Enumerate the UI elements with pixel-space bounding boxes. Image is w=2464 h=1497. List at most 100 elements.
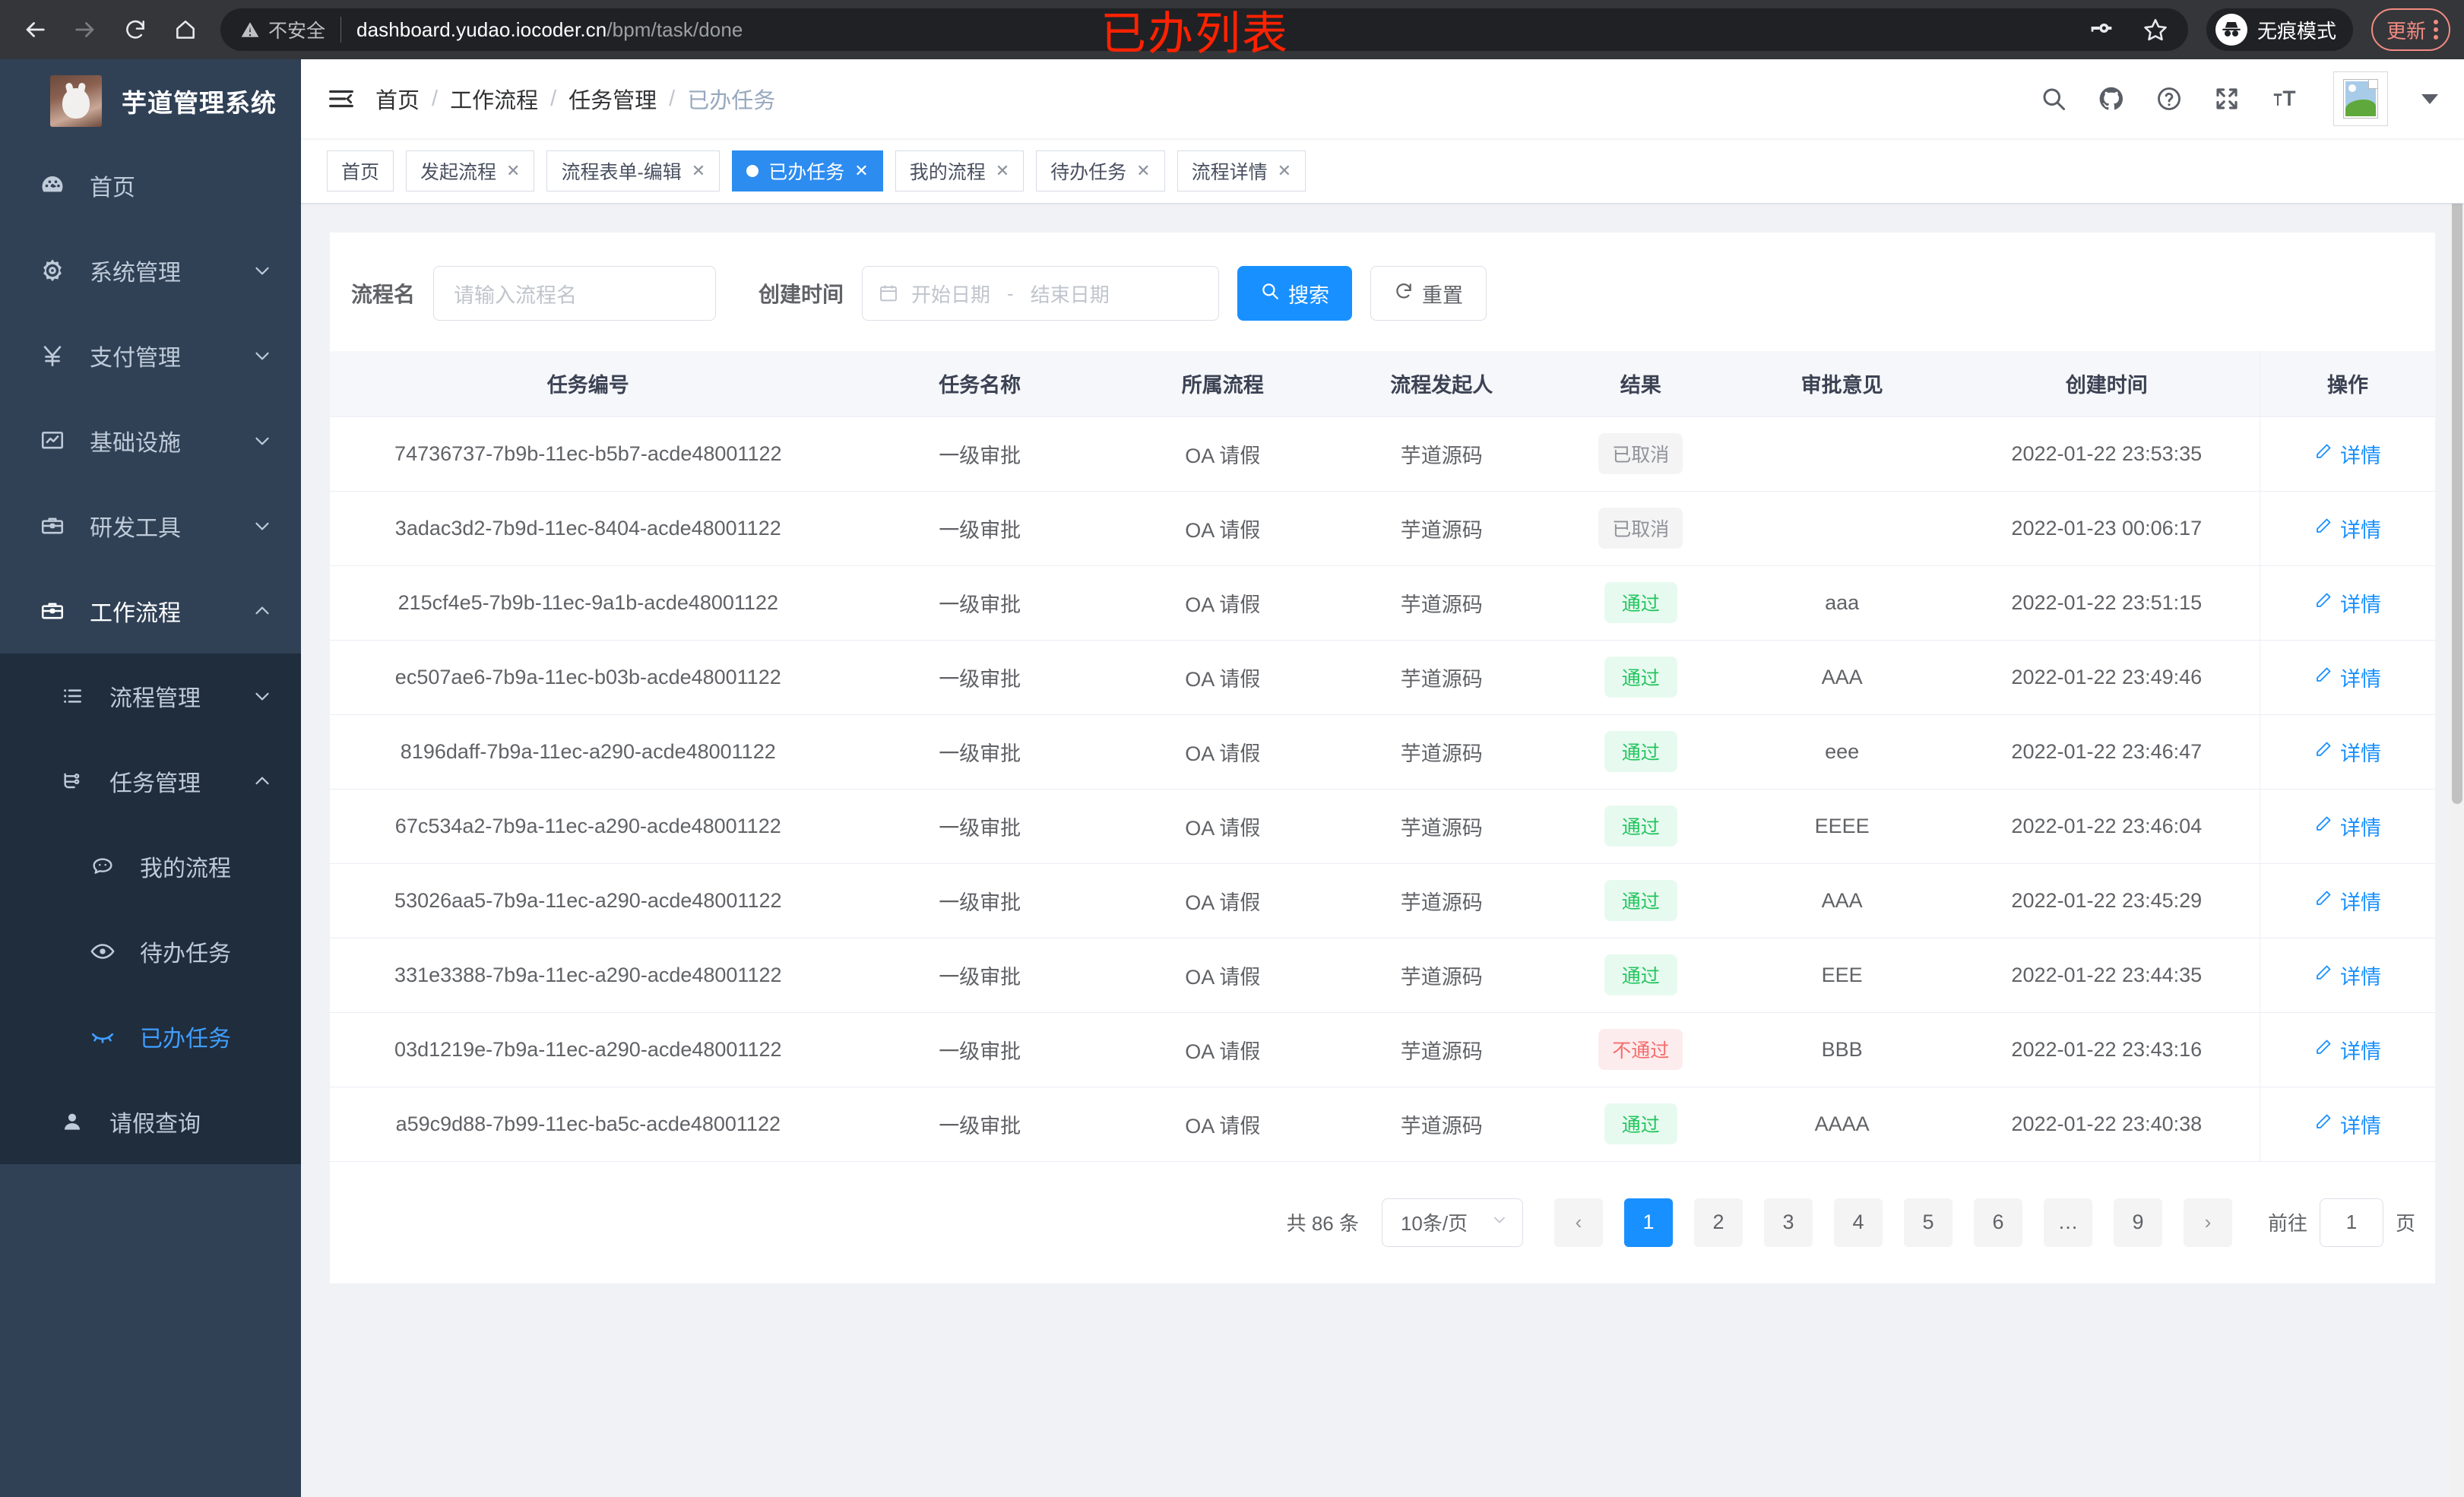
detail-button[interactable]: 详情: [2314, 439, 2381, 469]
table-row[interactable]: 03d1219e-7b9a-11ec-a290-acde48001122 一级审…: [330, 1012, 2435, 1087]
sidebar-item-todo-task[interactable]: 待办任务: [0, 909, 301, 994]
cell-created: 2022-01-23 00:06:17: [1953, 491, 2260, 566]
sidebar-item-infrastructure[interactable]: 基础设施: [0, 398, 301, 483]
tab-process-form-edit[interactable]: 流程表单-编辑 ✕: [546, 150, 721, 191]
sidebar-item-home[interactable]: 首页: [0, 143, 301, 228]
tab-todo-task[interactable]: 待办任务 ✕: [1036, 150, 1165, 191]
table-row[interactable]: 331e3388-7b9a-11ec-a290-acde48001122 一级审…: [330, 938, 2435, 1013]
sidebar-item-my-process[interactable]: 我的流程: [0, 824, 301, 909]
table-body: 74736737-7b9b-11ec-b5b7-acde48001122 一级审…: [330, 416, 2435, 1162]
table-row[interactable]: 215cf4e5-7b9b-11ec-9a1b-acde48001122 一级审…: [330, 565, 2435, 641]
detail-label: 详情: [2340, 667, 2382, 691]
close-icon[interactable]: ✕: [691, 160, 706, 180]
search-icon[interactable]: [2040, 85, 2067, 112]
tab-done-task[interactable]: 已办任务 ✕: [732, 150, 883, 191]
table-row[interactable]: 8196daff-7b9a-11ec-a290-acde48001122 一级审…: [330, 714, 2435, 790]
close-icon[interactable]: ✕: [506, 160, 521, 180]
avatar[interactable]: [2333, 71, 2388, 126]
breadcrumb-item-0[interactable]: 首页: [375, 89, 420, 113]
chevron-up-icon: [251, 770, 274, 793]
detail-button[interactable]: 详情: [2314, 514, 2381, 543]
security-warning[interactable]: 不安全: [240, 16, 325, 43]
address-bar[interactable]: 不安全 dashboard.yudao.iocoder.cn/bpm/task/…: [220, 8, 2188, 51]
sidebar-item-process-manage[interactable]: 流程管理: [0, 654, 301, 739]
create-time-range-picker[interactable]: 开始日期 - 结束日期: [862, 266, 1220, 321]
incognito-indicator[interactable]: 无痕模式: [2206, 8, 2353, 51]
page-button-3[interactable]: 3: [1763, 1198, 1813, 1247]
chrome-menu-icon[interactable]: [2434, 20, 2438, 40]
detail-button[interactable]: 详情: [2314, 588, 2381, 618]
page-button-6[interactable]: 6: [1973, 1198, 2022, 1247]
close-icon[interactable]: ✕: [995, 160, 1010, 180]
page-size-select[interactable]: 10条/页: [1381, 1198, 1523, 1247]
detail-button[interactable]: 详情: [2314, 1035, 2381, 1065]
sidebar-toggle-icon[interactable]: [327, 84, 356, 113]
close-icon[interactable]: ✕: [854, 160, 869, 180]
sidebar-item-payment[interactable]: 支付管理: [0, 313, 301, 398]
edit-icon: [2314, 740, 2333, 764]
sidebar-item-done-task[interactable]: 已办任务: [0, 994, 301, 1079]
github-icon[interactable]: [2098, 85, 2125, 112]
home-button[interactable]: [164, 8, 207, 51]
process-name-input[interactable]: 请输入流程名: [433, 266, 717, 321]
page-scrollbar[interactable]: [2450, 59, 2464, 1497]
cell-result: 通过: [1550, 565, 1731, 641]
breadcrumb-item-1[interactable]: 工作流程: [450, 89, 539, 113]
tab-start-process[interactable]: 发起流程 ✕: [406, 150, 535, 191]
jump-page-input[interactable]: 1: [2319, 1198, 2383, 1247]
close-icon[interactable]: ✕: [1277, 160, 1292, 180]
sidebar-item-task-manage[interactable]: 任务管理: [0, 739, 301, 824]
tab-my-process[interactable]: 我的流程 ✕: [895, 150, 1025, 191]
detail-button[interactable]: 详情: [2314, 663, 2381, 692]
prev-page-button[interactable]: ‹: [1553, 1198, 1603, 1247]
update-button[interactable]: 更新: [2371, 8, 2450, 51]
reset-button[interactable]: 重置: [1370, 266, 1487, 321]
forward-button[interactable]: [64, 8, 106, 51]
sidebar-item-system[interactable]: 系统管理: [0, 228, 301, 313]
breadcrumb-item-2[interactable]: 任务管理: [568, 89, 657, 113]
sidebar-item-workflow[interactable]: 工作流程: [0, 568, 301, 654]
help-icon[interactable]: [2155, 85, 2183, 112]
reload-button[interactable]: [114, 8, 157, 51]
detail-button[interactable]: 详情: [2314, 961, 2381, 990]
page-button-2[interactable]: 2: [1693, 1198, 1743, 1247]
table-row[interactable]: ec507ae6-7b9a-11ec-b03b-acde48001122 一级审…: [330, 640, 2435, 715]
bookmark-star-icon[interactable]: [2143, 17, 2168, 43]
brand[interactable]: 芋道管理系统: [0, 59, 301, 143]
dashboard-icon: [35, 172, 70, 199]
page-button-9[interactable]: 9: [2113, 1198, 2162, 1247]
cell-task-id: 8196daff-7b9a-11ec-a290-acde48001122: [330, 714, 847, 790]
table-row[interactable]: 3adac3d2-7b9d-11ec-8404-acde48001122 一级审…: [330, 491, 2435, 566]
table-row[interactable]: 53026aa5-7b9a-11ec-a290-acde48001122 一级审…: [330, 863, 2435, 938]
detail-label: 详情: [2340, 816, 2382, 840]
page-ellipsis[interactable]: …: [2043, 1198, 2092, 1247]
table-row[interactable]: a59c9d88-7b99-11ec-ba5c-acde48001122 一级审…: [330, 1087, 2435, 1162]
tab-home[interactable]: 首页: [327, 150, 394, 191]
table-row[interactable]: 67c534a2-7b9a-11ec-a290-acde48001122 一级审…: [330, 789, 2435, 864]
scrollbar-thumb[interactable]: [2452, 59, 2462, 804]
detail-button[interactable]: 详情: [2314, 737, 2381, 767]
chevron-down-icon[interactable]: [2421, 93, 2438, 104]
table-row[interactable]: 74736737-7b9b-11ec-b5b7-acde48001122 一级审…: [330, 416, 2435, 492]
search-button[interactable]: 搜索: [1237, 266, 1353, 321]
sidebar-item-devtools[interactable]: 研发工具: [0, 483, 301, 568]
detail-button[interactable]: 详情: [2314, 886, 2381, 916]
back-button[interactable]: [14, 8, 56, 51]
password-key-icon[interactable]: [2089, 17, 2114, 42]
search-button-label: 搜索: [1288, 283, 1330, 307]
close-icon[interactable]: ✕: [1136, 160, 1151, 180]
next-page-button[interactable]: ›: [2183, 1198, 2232, 1247]
fullscreen-icon[interactable]: [2213, 85, 2241, 112]
cell-task-name: 一级审批: [846, 863, 1113, 938]
detail-button[interactable]: 详情: [2314, 1109, 2381, 1139]
page-button-1[interactable]: 1: [1623, 1198, 1673, 1247]
page-button-5[interactable]: 5: [1903, 1198, 1953, 1247]
cell-task-name: 一级审批: [846, 789, 1113, 864]
sidebar-item-label: 研发工具: [90, 516, 181, 541]
sidebar-item-leave-query[interactable]: 请假查询: [0, 1079, 301, 1164]
page-button-4[interactable]: 4: [1833, 1198, 1883, 1247]
font-size-icon[interactable]: [2271, 85, 2298, 112]
detail-button[interactable]: 详情: [2314, 812, 2381, 841]
tab-process-detail[interactable]: 流程详情 ✕: [1177, 150, 1306, 191]
url-host: dashboard.yudao.iocoder.cn: [356, 17, 607, 41]
